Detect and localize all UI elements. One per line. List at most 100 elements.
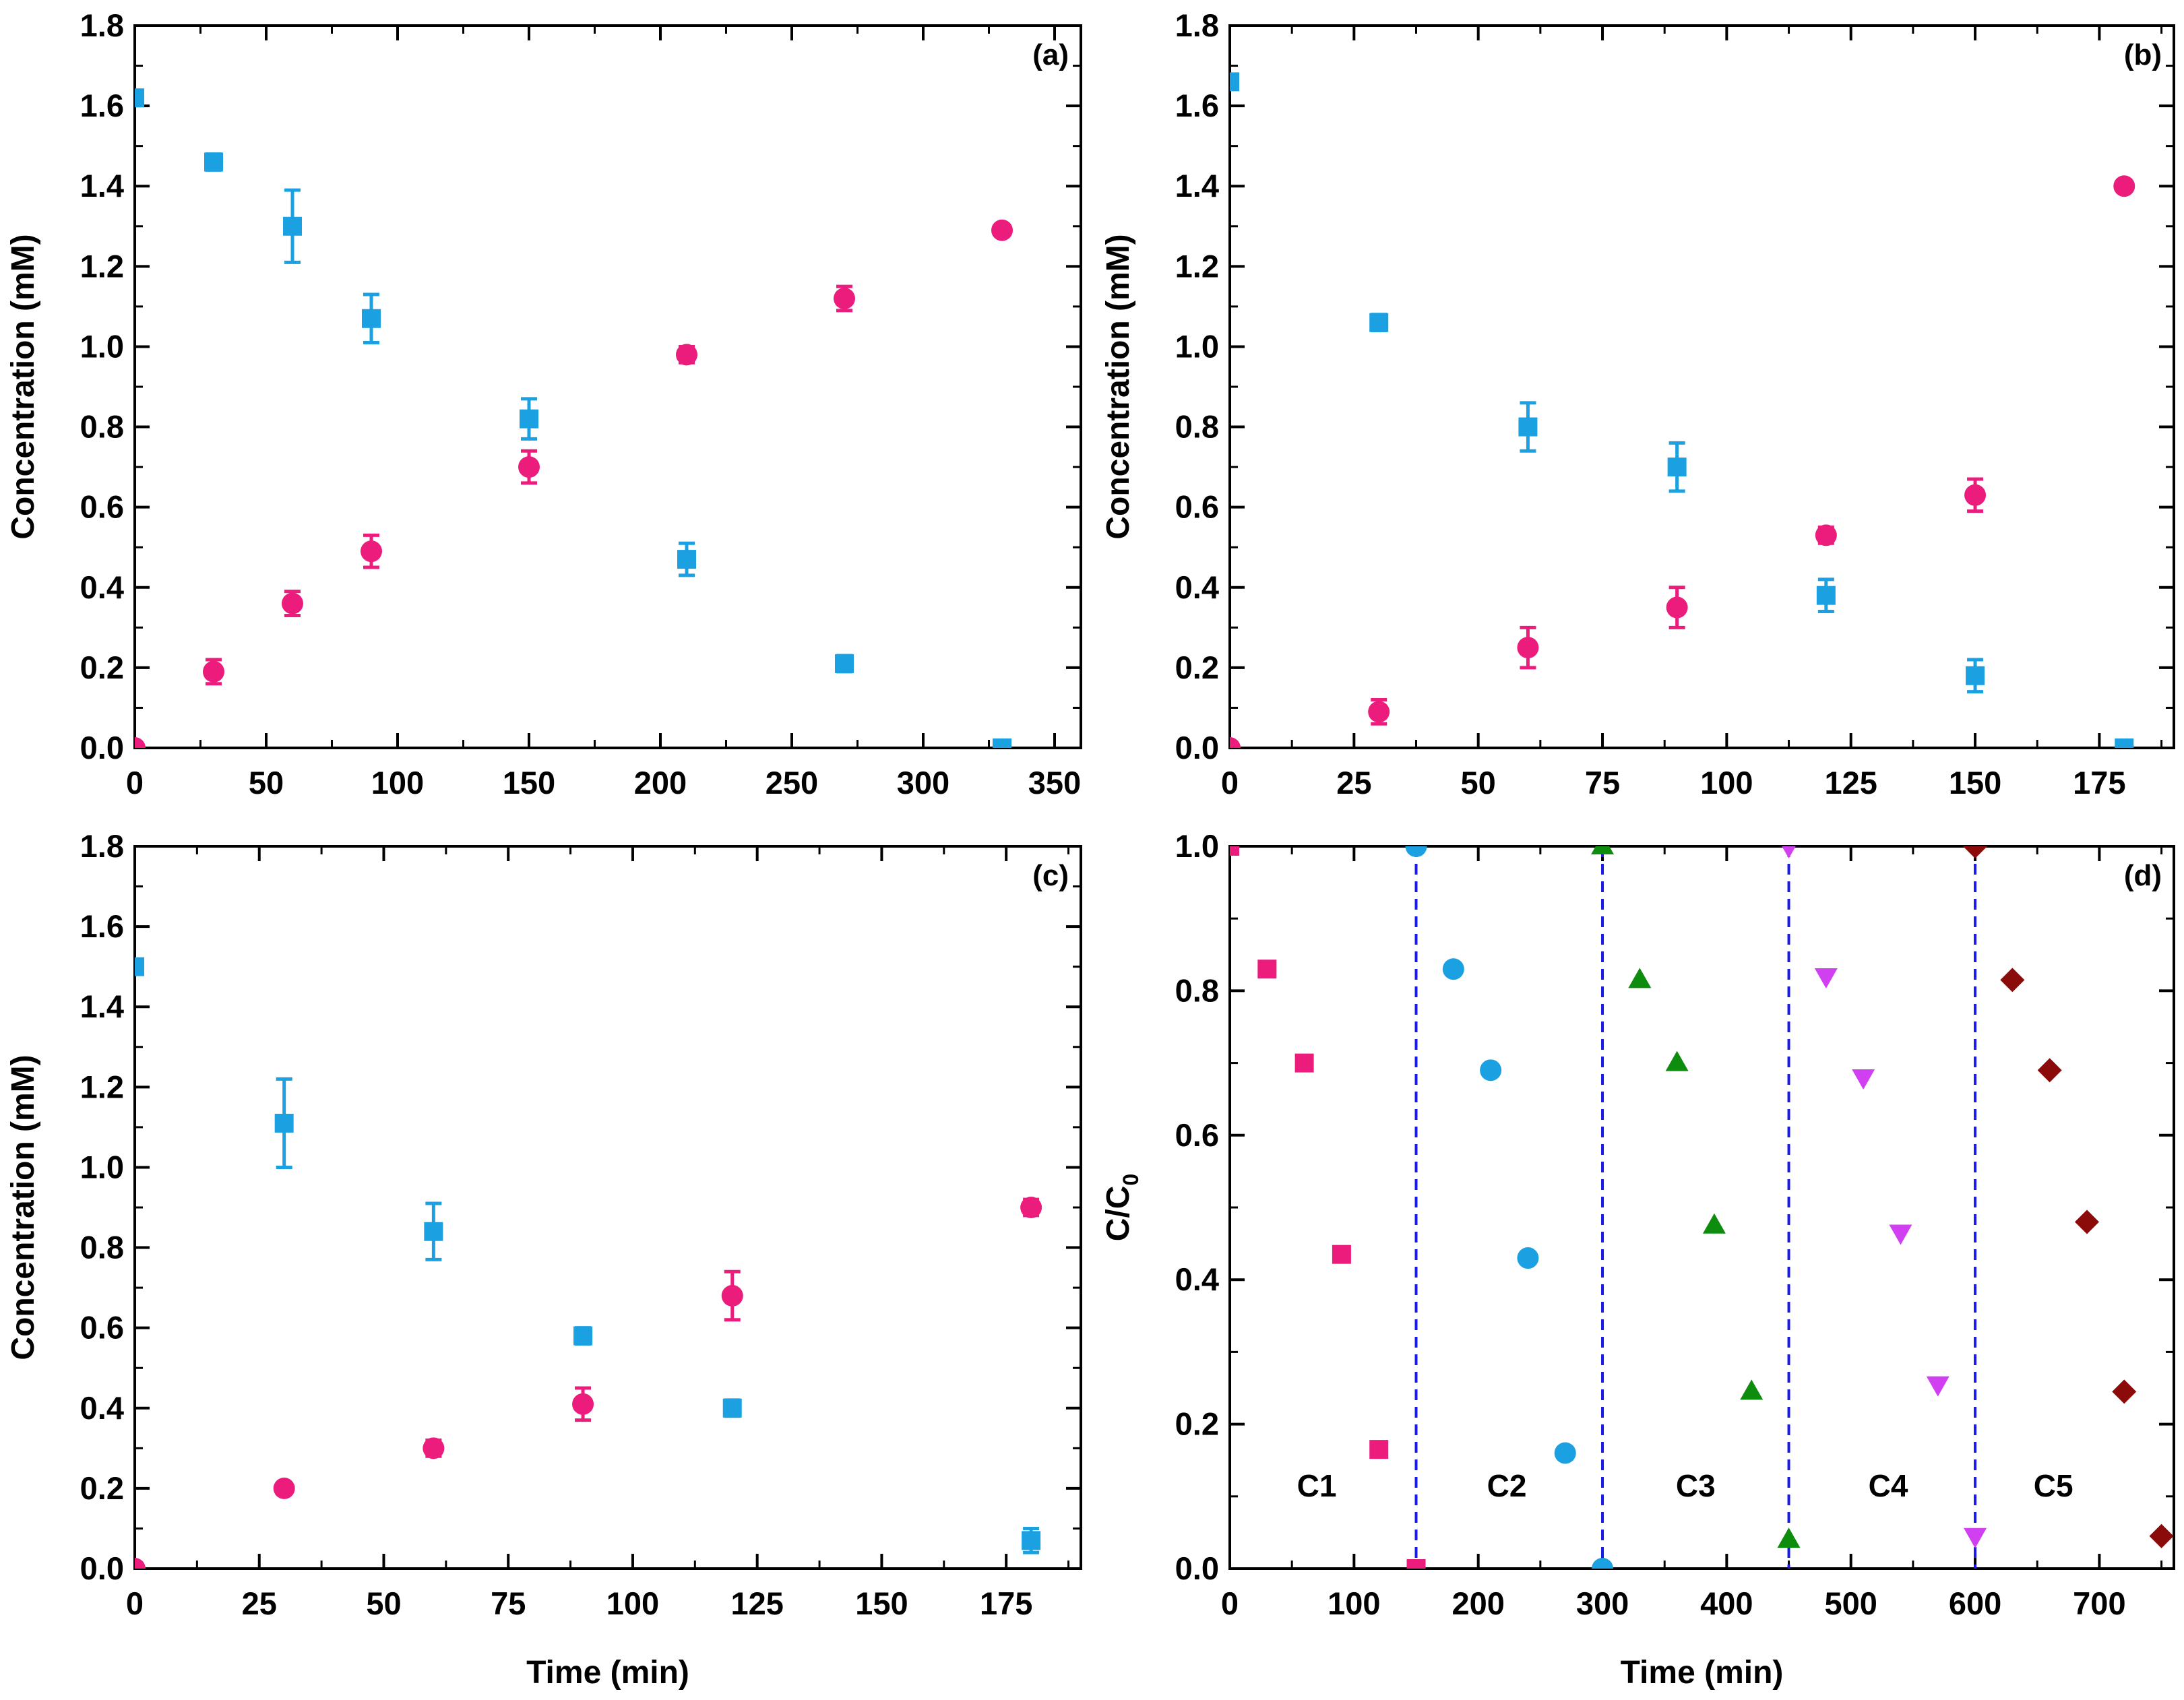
data-point-circle	[834, 287, 855, 309]
series-product	[135, 219, 1013, 748]
y-tick-label: 0.4	[80, 569, 124, 605]
data-point-circle	[1442, 958, 1464, 980]
y-tick-label: 0.6	[80, 489, 124, 525]
data-point-circle	[1480, 1059, 1502, 1081]
data-point-diamond	[2112, 1379, 2137, 1404]
data-point-triangle-up	[1591, 846, 1615, 854]
x-tick-label: 175	[980, 1585, 1032, 1621]
panel-a: 0 50 100 150 200 250 300 350 0.0 0.2 0.4 0.6 0.8 1.0 1…	[5, 7, 1082, 800]
data-point-square	[2115, 738, 2134, 748]
data-point-square	[1667, 458, 1687, 477]
data-point-triangle-down	[1782, 846, 1796, 858]
data-point-diamond	[2074, 1209, 2099, 1234]
data-layer	[135, 88, 1013, 748]
x-axis-title: Time (min)	[1621, 1655, 1784, 1691]
y-tick-label: 0.8	[80, 409, 124, 445]
x-tick-label: 75	[491, 1585, 526, 1621]
data-point-triangle-up	[1702, 1213, 1726, 1234]
data-point-square	[1257, 959, 1277, 979]
cycle-label: C3	[1676, 1468, 1716, 1503]
y-axis-title: Concentration (mM)	[5, 1054, 41, 1360]
data-point-triangle-up	[1628, 968, 1652, 988]
y-tick-label: 1.6	[1175, 88, 1219, 123]
y-tick-label: 0.4	[1175, 1261, 1219, 1297]
panel-tag: (a)	[1032, 38, 1069, 71]
y-tick-label: 0.0	[80, 1550, 124, 1586]
x-tick-label: 150	[855, 1585, 908, 1621]
data-point-diamond	[1963, 846, 1988, 858]
x-tick-label: 0	[1221, 765, 1239, 800]
x-tick-label: 300	[1576, 1585, 1629, 1621]
data-point-circle	[135, 737, 146, 748]
x-tick-label: 400	[1700, 1585, 1753, 1621]
data-point-square	[204, 152, 223, 172]
data-layer	[1230, 72, 2135, 748]
panel-c: 0 25 50 75 100 125 150 175 0.0 0.2 0.4 0.6 0.8 1.0 1.2…	[5, 828, 1082, 1691]
x-tick-label: 0	[126, 1585, 144, 1621]
cycle-label: C5	[2034, 1468, 2073, 1503]
y-axis-title: C/C0	[1100, 1174, 1143, 1241]
data-point-triangle-up	[1777, 1528, 1801, 1548]
y-tick-label: 0.2	[1175, 650, 1219, 685]
data-point-diamond	[2149, 1523, 2174, 1548]
y-tick-label: 1.4	[80, 168, 124, 203]
data-point-circle	[423, 1437, 445, 1459]
x-tick-label: 100	[606, 1585, 659, 1621]
data-point-triangle-down	[1926, 1376, 1949, 1397]
data-point-square	[274, 1113, 294, 1133]
panel-tag: (d)	[2124, 859, 2162, 892]
data-point-square	[993, 738, 1011, 748]
x-tick-label: 50	[366, 1585, 401, 1621]
y-tick-label: 1.8	[80, 7, 124, 43]
panel-tag: (c)	[1032, 859, 1069, 892]
x-tick-label: 600	[1949, 1585, 2001, 1621]
y-tick-label: 1.0	[1175, 828, 1219, 864]
plot-frame	[133, 845, 1082, 1570]
y-tick-label: 1.8	[80, 828, 124, 864]
x-tick-label: 200	[634, 765, 687, 800]
y-axis-title-subscript: 0	[1119, 1174, 1143, 1186]
data-point-circle	[1554, 1442, 1576, 1464]
y-tick-label: 0.8	[1175, 409, 1219, 445]
panel-d: 0 100 200 300 400 500 600 700 0.0 0.2 0.4 0.6 0.8 1.0…	[1100, 828, 2175, 1691]
x-tick-label: 150	[1949, 765, 2001, 800]
data-point-square	[1518, 417, 1538, 437]
series-C4	[1782, 846, 1987, 1548]
data-point-triangle-down	[1814, 968, 1838, 988]
cycle-label: C1	[1297, 1468, 1337, 1503]
y-tick-label: 1.2	[80, 1069, 124, 1104]
x-tick-label: 100	[371, 765, 424, 800]
y-tick-label: 1.0	[1175, 328, 1219, 364]
x-tick-label: 300	[897, 765, 949, 800]
data-point-square	[1332, 1245, 1351, 1264]
data-point-square	[1406, 1559, 1426, 1569]
data-point-circle	[1592, 1558, 1614, 1569]
y-tick-label: 0.4	[80, 1390, 124, 1426]
y-tick-label: 0.0	[1175, 1550, 1219, 1586]
series-C3	[1591, 846, 1801, 1548]
y-tick-label: 0.6	[80, 1310, 124, 1346]
series-product	[1230, 175, 2135, 748]
plot-frame	[1228, 845, 2175, 1570]
series-product	[135, 1197, 1042, 1569]
data-point-square	[283, 216, 302, 236]
data-point-triangle-down	[1964, 1528, 1987, 1548]
plot-frame	[1228, 24, 2175, 749]
x-axis-title: Time (min)	[526, 1655, 689, 1691]
data-point-circle	[1368, 701, 1390, 723]
data-point-square	[1816, 586, 1836, 605]
y-tick-label: 1.4	[1175, 168, 1219, 203]
data-point-square	[424, 1222, 443, 1241]
y-tick-label: 1.8	[1175, 7, 1219, 43]
x-tick-label: 250	[766, 765, 818, 800]
y-tick-label: 1.0	[80, 328, 124, 364]
data-point-square	[1369, 1440, 1389, 1459]
series-C2	[1405, 846, 1614, 1569]
data-point-circle	[1815, 524, 1837, 546]
x-tick-label: 350	[1028, 765, 1081, 800]
data-point-diamond	[2037, 1058, 2062, 1083]
x-tick-label: 125	[1824, 765, 1877, 800]
x-tick-label: 0	[1221, 1585, 1239, 1621]
data-point-triangle-up	[1740, 1379, 1764, 1400]
